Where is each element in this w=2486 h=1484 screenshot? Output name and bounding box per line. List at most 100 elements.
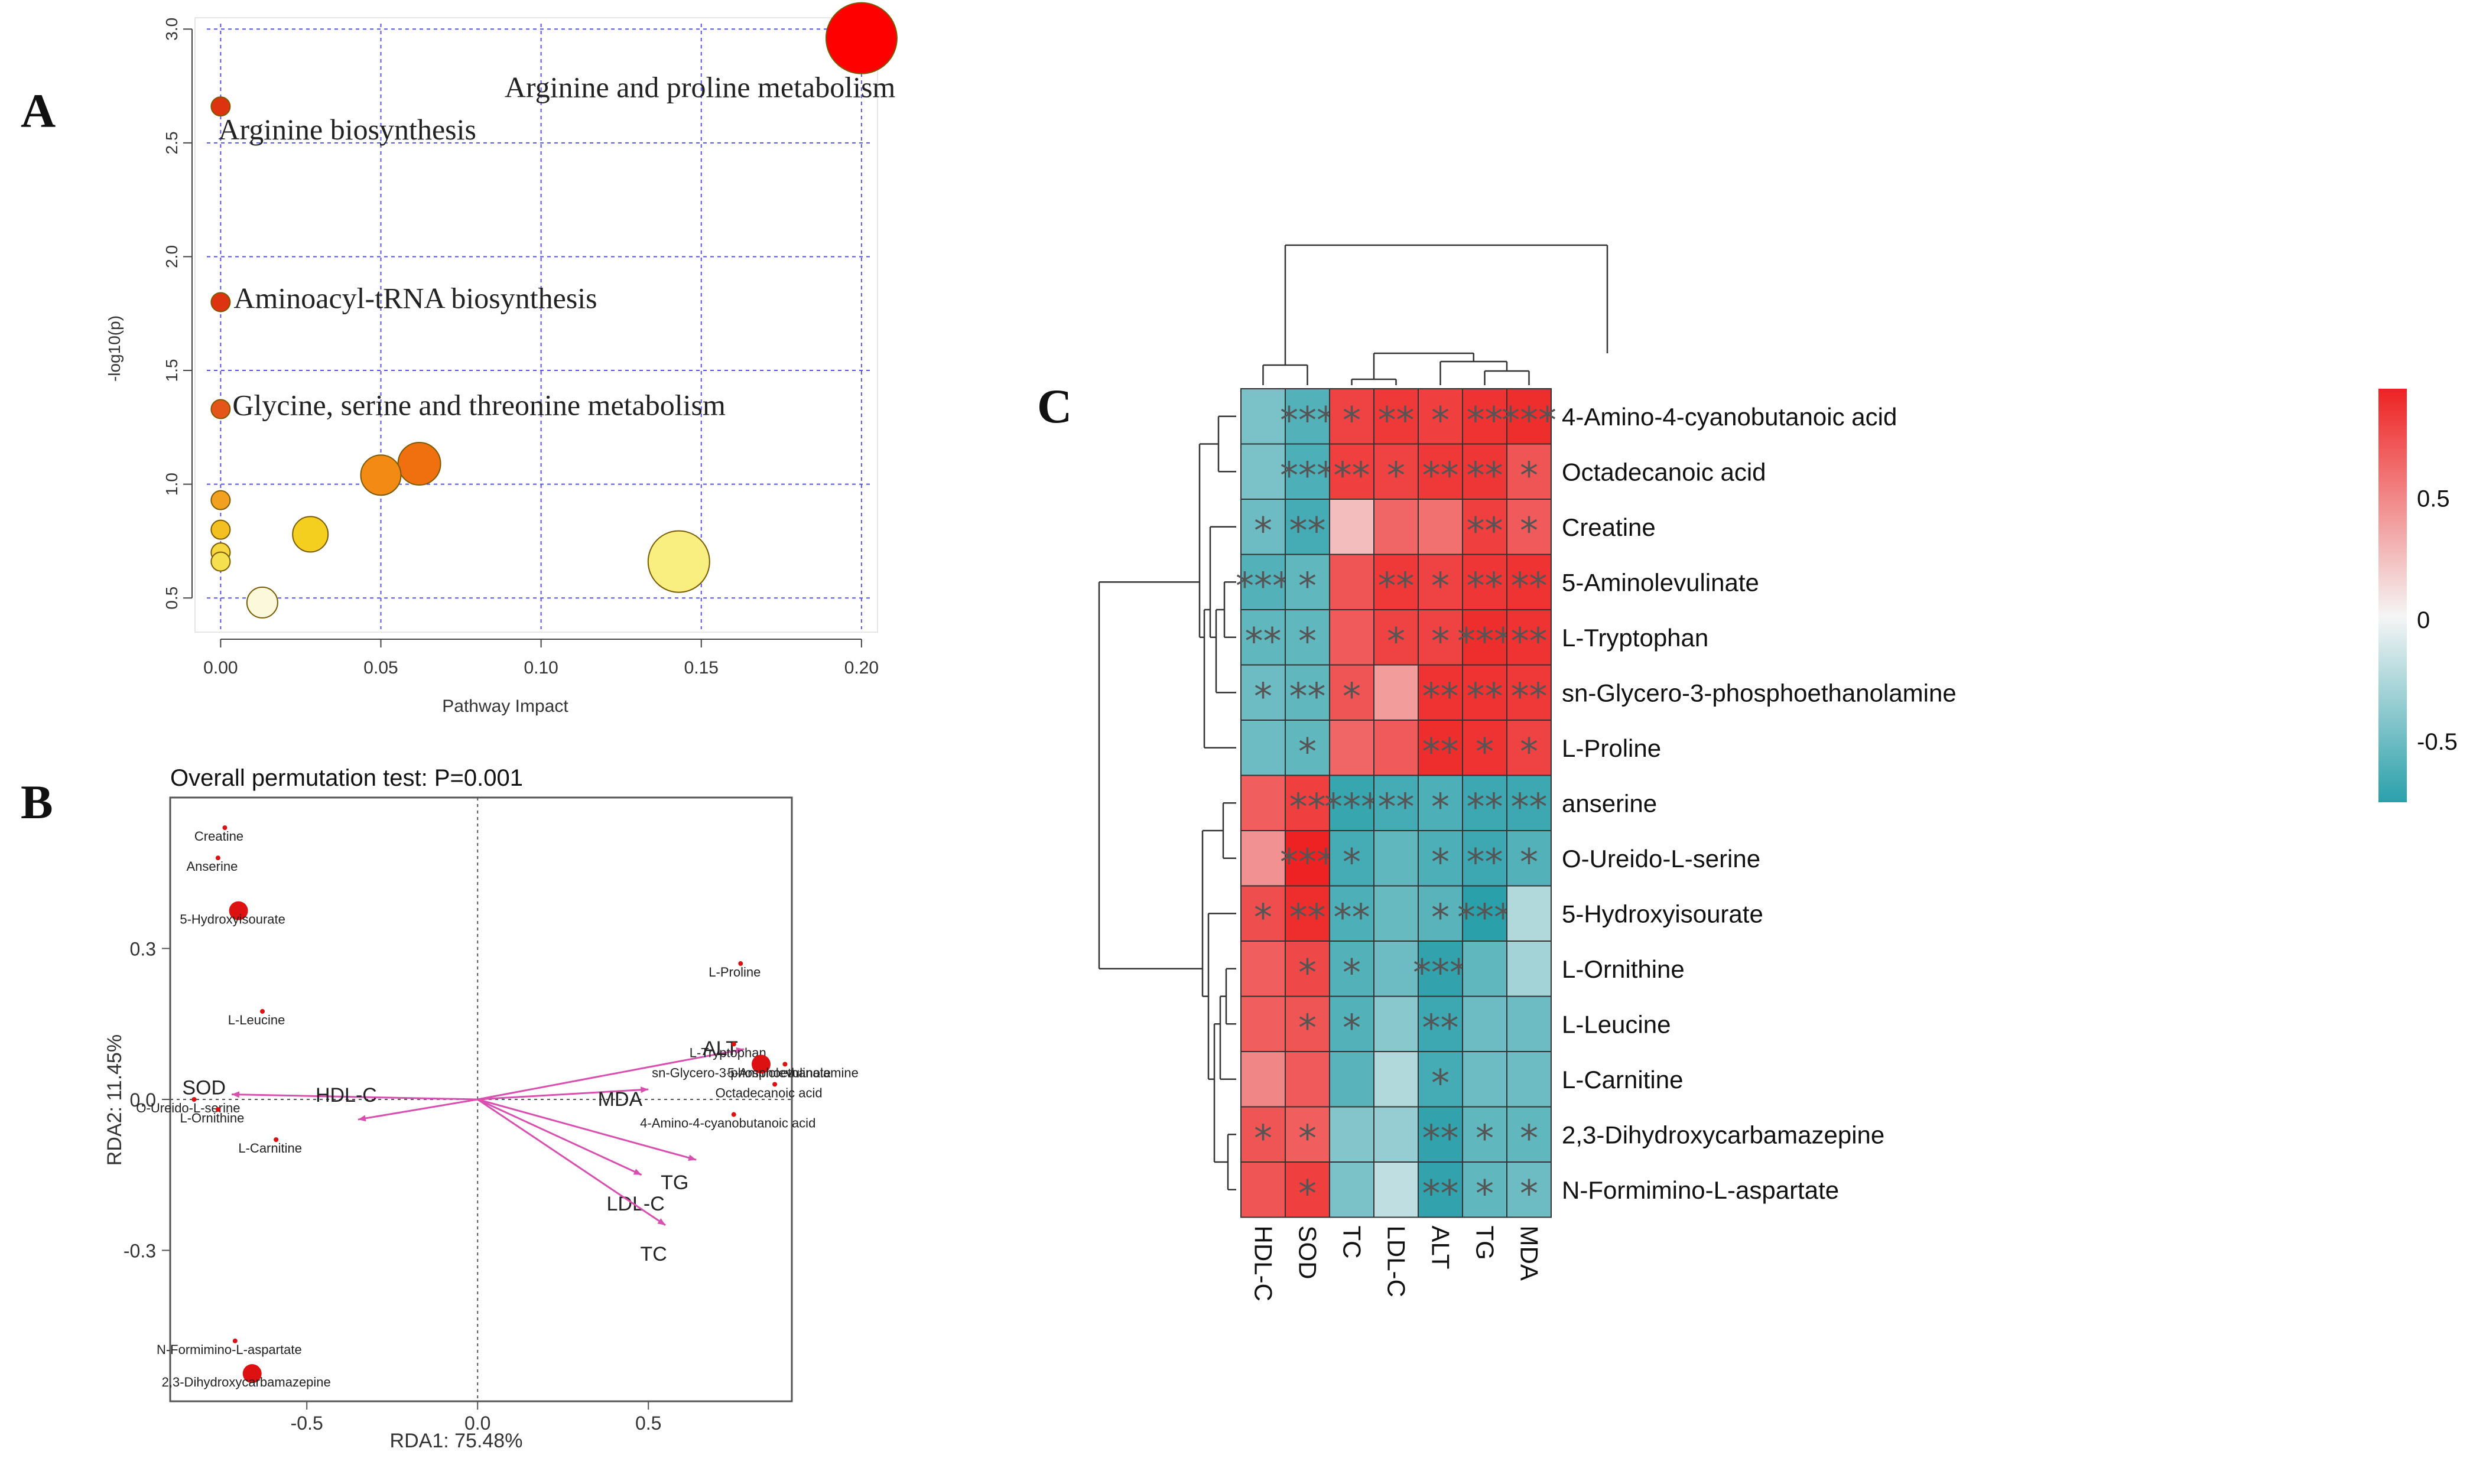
heatmap-cell — [1285, 1051, 1330, 1108]
significance-stars: *** — [1457, 620, 1512, 663]
panel-b-x-tick-label: -0.5 — [291, 1413, 323, 1434]
panel-a-axes: 0.00 0.05 0.10 0.15 0.20 0.5 1.0 1.5 2.0 2.5 3.0 — [163, 18, 879, 678]
metabolite-label: L-Tryptophan — [690, 1045, 766, 1060]
heatmap-row-dendrogram — [1098, 415, 1236, 1190]
significance-stars: * — [1520, 509, 1538, 552]
metabolite-point — [274, 1137, 279, 1143]
heatmap-row-label: L-Proline — [1562, 734, 1661, 762]
significance-stars: * — [1254, 675, 1272, 718]
heatmap-cell — [1373, 830, 1419, 887]
pathway-point — [210, 292, 231, 313]
metabolite-label: Anserine — [187, 859, 238, 874]
heatmap-colorbar: 0.5 0 -0.5 — [2378, 389, 2458, 802]
significance-stars: * — [1298, 1006, 1317, 1049]
heatmap-column-label: HDL-C — [1250, 1226, 1278, 1301]
panel-b: B Overall permutation test: P=0.001 -0.5… — [21, 765, 859, 1452]
heatmap-cell — [1462, 885, 1507, 942]
pathway-point — [210, 551, 231, 572]
heatmap-cell — [1462, 388, 1507, 445]
env-vector-arrowhead — [657, 1218, 666, 1225]
heatmap-cell — [1373, 499, 1419, 555]
heatmap-column-label: SOD — [1294, 1226, 1322, 1280]
pathway-point — [210, 519, 231, 540]
heatmap-row-label: 5-Aminolevulinate — [1562, 568, 1759, 596]
pathway-point — [210, 399, 231, 419]
env-vector-arrow — [477, 1098, 666, 1226]
significance-stars: ** — [1289, 896, 1326, 939]
pathway-label: Arginine biosynthesis — [218, 113, 476, 146]
metabolite-label: 4-Amino-4-cyanobutanoic acid — [640, 1116, 815, 1131]
pathway-point — [246, 586, 278, 619]
env-vector-label: LDL-C — [607, 1193, 665, 1215]
metabolite-label: O-Ureido-L-serine — [136, 1101, 240, 1115]
env-vector-arrowhead — [358, 1115, 366, 1122]
panel-label-a: A — [21, 84, 56, 138]
metabolite-point — [191, 1097, 197, 1102]
heatmap-cell — [1240, 499, 1286, 555]
env-vector-arrow — [358, 1098, 478, 1121]
panel-c: C *** * ** * ********** * ** ** ** ** ** **** * ** * **… — [1037, 244, 2458, 1301]
heatmap-cell — [1462, 720, 1507, 776]
env-vector-arrowhead — [641, 1086, 649, 1094]
env-vector-label: TC — [640, 1243, 667, 1265]
heatmap-cell — [1285, 1106, 1330, 1163]
metabolite-point — [731, 1112, 736, 1117]
significance-stars: *** — [1280, 399, 1335, 442]
significance-stars: * — [1254, 1117, 1272, 1160]
heatmap-cell — [1373, 885, 1419, 942]
heatmap-cell — [1506, 1106, 1552, 1163]
significance-stars: *** — [1502, 399, 1556, 442]
heatmap-cell — [1373, 1106, 1419, 1163]
heatmap-cell — [1240, 388, 1286, 445]
pathway-point — [292, 516, 329, 553]
metabolite-label: 5-Hydroxyisourate — [180, 912, 285, 927]
env-vector-arrow — [477, 1048, 745, 1101]
env-vector-label: ALT — [703, 1037, 738, 1060]
heatmap-cell — [1373, 720, 1419, 776]
significance-stars: ** — [1467, 785, 1503, 828]
heatmap-cell — [1240, 554, 1286, 610]
significance-stars: * — [1298, 730, 1317, 773]
panel-a-x-tick-label: 0.00 — [203, 658, 238, 678]
env-vector-arrowhead — [232, 1091, 240, 1098]
heatmap-cell — [1418, 1051, 1463, 1108]
panel-label-c: C — [1037, 379, 1072, 433]
colorbar-tick-label: 0.5 — [2417, 486, 2450, 512]
panel-a-y-tick-label: 2.5 — [163, 131, 181, 154]
heatmap-cell — [1418, 830, 1463, 887]
panel-a-x-tick-label: 0.15 — [684, 658, 719, 678]
metabolite-label: L-Ornithine — [180, 1111, 245, 1125]
metabolite-label: Creatine — [194, 829, 243, 844]
heatmap-column-label: TG — [1471, 1226, 1499, 1260]
panel-a-y-tick-label: 0.5 — [163, 587, 181, 610]
heatmap-column-labels: HDL-C SOD TC LDL-C ALT TG MDA — [1250, 1226, 1543, 1301]
significance-stars: * — [1387, 620, 1405, 663]
heatmap-row-label: N-Formimino-L-aspartate — [1562, 1176, 1839, 1204]
heatmap-cell — [1506, 940, 1552, 997]
significance-stars: * — [1298, 564, 1317, 607]
heatmap-cell — [1418, 609, 1463, 666]
pathway-label: Glycine, serine and threonine metabolism — [232, 389, 726, 422]
heatmap-cell — [1240, 995, 1286, 1052]
significance-stars: * — [1431, 399, 1450, 442]
heatmap-cell — [1418, 499, 1463, 555]
env-vector-arrow — [477, 1098, 642, 1176]
panel-b-axes: -0.5 0.0 0.5 0.3 0.0 -0.3 — [124, 798, 792, 1434]
panel-a-x-tick-label: 0.05 — [363, 658, 398, 678]
heatmap-cell — [1506, 720, 1552, 776]
panel-b-x-tick-label: 0.5 — [635, 1413, 661, 1434]
heatmap-row-label: O-Ureido-L-serine — [1562, 845, 1760, 873]
significance-stars: *** — [1280, 454, 1335, 497]
pathway-label: Arginine and proline metabolism — [505, 71, 896, 104]
heatmap-row-label: sn-Glycero-3-phosphoethanolamine — [1562, 679, 1957, 707]
significance-stars: ** — [1467, 399, 1503, 442]
significance-stars: * — [1298, 620, 1317, 663]
pathway-point — [825, 2, 898, 74]
heatmap-cell — [1506, 1051, 1552, 1108]
heatmap-cell — [1240, 940, 1286, 997]
significance-stars: ** — [1467, 675, 1503, 718]
heatmap-cell — [1285, 995, 1330, 1052]
heatmap-cell — [1329, 664, 1374, 721]
metabolite-point — [215, 1107, 220, 1112]
significance-stars: ** — [1334, 896, 1370, 939]
